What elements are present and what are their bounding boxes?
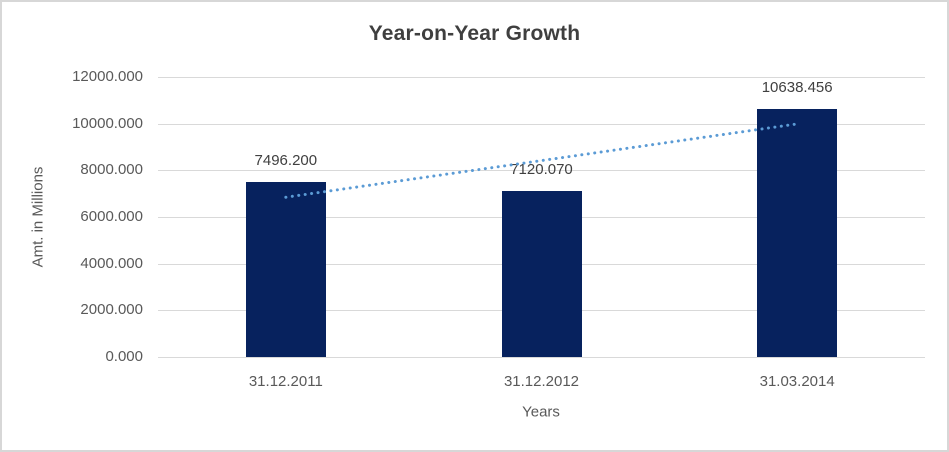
- bar: [501, 190, 582, 357]
- y-tick-label: 2000.000: [80, 301, 143, 319]
- bar-value-label: 10638.456: [761, 78, 833, 96]
- bar-value-label: 7496.200: [254, 152, 318, 170]
- x-tick-label: 31.12.2011: [248, 373, 323, 390]
- y-tick-label: 6000.000: [80, 208, 143, 225]
- x-tick-label: 31.12.2012: [503, 373, 580, 390]
- gridline: [158, 357, 925, 358]
- y-axis-title: Amt. in Millions: [29, 166, 47, 268]
- y-tick-label: 0.000: [105, 348, 143, 365]
- x-axis-title: Years: [522, 403, 560, 421]
- y-tick-label: 10000.000: [72, 114, 143, 132]
- gridline: [158, 77, 925, 78]
- y-tick-label: 8000.000: [80, 161, 143, 179]
- y-tick-label: 12000.000: [72, 68, 143, 85]
- bar-value-label: 7120.070: [510, 160, 573, 178]
- y-tick-label: 4000.000: [80, 254, 143, 272]
- bar: [245, 182, 326, 357]
- chart-title: Year-on-Year Growth: [368, 22, 581, 45]
- x-tick-label: 31.03.2014: [759, 373, 835, 390]
- bar: [757, 108, 838, 357]
